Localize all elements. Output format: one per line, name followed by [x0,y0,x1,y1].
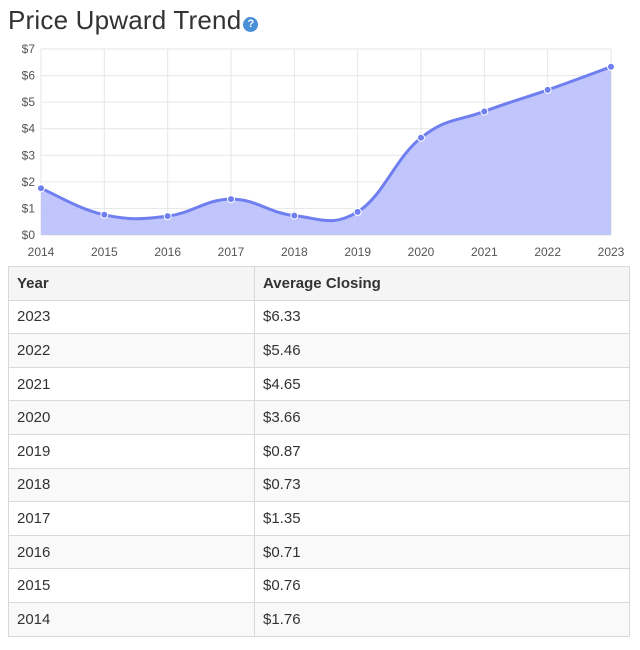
title-row: Price Upward Trend ? [8,2,259,38]
price-cell: $0.71 [254,534,630,570]
y-tick-label: $1 [22,201,36,215]
data-point [290,211,299,220]
data-point [480,107,489,116]
x-tick-label: 2014 [28,245,55,259]
table-row: 2014 $1.76 [8,601,630,637]
year-cell: 2019 [8,433,255,469]
column-header-year: Year [8,266,255,301]
table-row: 2016 $0.71 [8,534,630,570]
table-row: 2015 $0.76 [8,568,630,603]
x-tick-label: 2017 [218,245,245,259]
year-cell: 2020 [8,400,255,435]
price-cell: $6.33 [254,299,630,335]
y-tick-label: $7 [22,42,36,56]
price-cell: $5.46 [254,333,630,368]
table-row: 2020 $3.66 [8,400,630,435]
data-point [100,210,109,219]
column-header-average-closing: Average Closing [254,266,630,301]
y-tick-label: $2 [22,175,36,189]
y-tick-label: $5 [22,95,36,109]
price-cell: $0.87 [254,433,630,469]
price-cell: $3.66 [254,400,630,435]
x-tick-label: 2023 [598,245,625,259]
price-cell: $1.76 [254,601,630,637]
year-cell: 2022 [8,333,255,368]
price-cell: $4.65 [254,366,630,402]
price-cell: $1.35 [254,501,630,536]
y-tick-label: $6 [22,69,36,83]
table-row: 2017 $1.35 [8,501,630,536]
price-cell: $0.76 [254,568,630,603]
x-tick-label: 2015 [91,245,118,259]
year-cell: 2015 [8,568,255,603]
x-tick-label: 2020 [408,245,435,259]
table-row: 2023 $6.33 [8,299,630,335]
data-point [353,207,362,216]
year-cell: 2014 [8,601,255,637]
data-point [163,212,172,221]
year-cell: 2016 [8,534,255,570]
y-tick-label: $0 [22,228,36,242]
y-tick-label: $4 [22,122,36,136]
data-point [607,62,615,71]
data-point [227,195,235,204]
year-cell: 2017 [8,501,255,536]
year-cell: 2021 [8,366,255,402]
y-tick-label: $3 [22,148,36,162]
table-row: 2021 $4.65 [8,366,630,402]
x-tick-label: 2022 [534,245,561,259]
x-tick-label: 2019 [344,245,371,259]
table-header-row: Year Average Closing [8,266,630,301]
help-icon[interactable]: ? [243,16,259,32]
price-chart: $0 $1 $2 $3 $4 $5 $6 $7 2014 2015 2016 2017 2018 2019… [22,42,625,259]
x-tick-label: 2021 [471,245,498,259]
page-title: Price Upward Trend [8,4,242,35]
year-cell: 2023 [8,299,255,335]
table-row: 2018 $0.73 [8,467,630,503]
series-area [41,66,611,235]
data-point [543,85,552,94]
year-cell: 2018 [8,467,255,503]
series-line [40,65,612,223]
data-point [417,133,425,142]
x-tick-label: 2016 [154,245,181,259]
price-table: Year Average Closing 2023 $6.33 2022 $5.46… [8,266,630,637]
table-row: 2022 $5.46 [8,333,630,368]
x-tick-label: 2018 [281,245,308,259]
price-cell: $0.73 [254,467,630,503]
table-row: 2019 $0.87 [8,433,630,469]
data-point [37,184,45,193]
